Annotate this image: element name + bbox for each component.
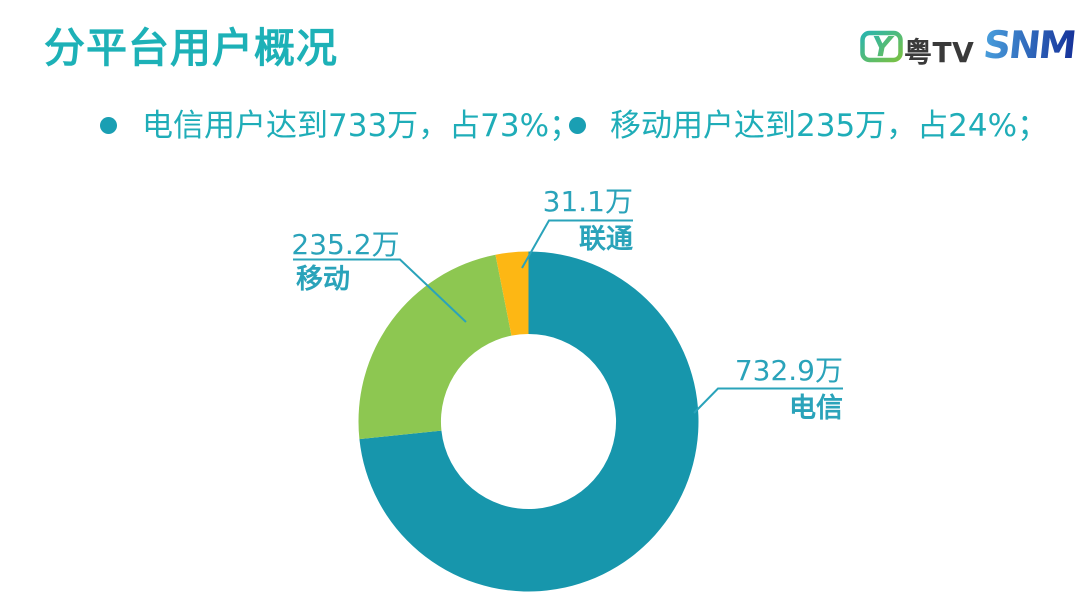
label-unicom-name: 联通 [579, 224, 633, 255]
label-mobile-value: 235.2万 [291, 228, 400, 261]
y-letter-icon: Y [872, 30, 895, 63]
leader-line-telecom [693, 387, 843, 414]
yuetv-logo-icon: Y [860, 30, 903, 63]
leader-line-unicom [521, 219, 633, 269]
donut-segment-unicom [495, 251, 529, 336]
bullet-mobile: 移动用户达到235万，占24%； [610, 108, 1049, 144]
donut-segment-mobile [358, 254, 512, 440]
page-title: 分平台用户概况 [44, 24, 338, 72]
snm-logo-text: SNM [981, 23, 1076, 67]
tv-frame-icon [860, 30, 903, 63]
leader-line-mobile [293, 258, 467, 323]
bullet-dot [569, 117, 586, 134]
label-unicom-value: 31.1万 [542, 185, 633, 218]
label-telecom-value: 732.9万 [734, 354, 843, 387]
label-mobile-name: 移动 [296, 264, 350, 295]
donut-segment-telecom [359, 251, 699, 592]
label-telecom-name: 电信 [789, 393, 843, 424]
snm-logo: SNM [981, 23, 1076, 67]
bullet-dot [100, 117, 117, 134]
yuetv-logo-text: 粤TV [904, 36, 975, 69]
bullet-telecom: 电信用户达到733万，占73%； [142, 108, 581, 144]
